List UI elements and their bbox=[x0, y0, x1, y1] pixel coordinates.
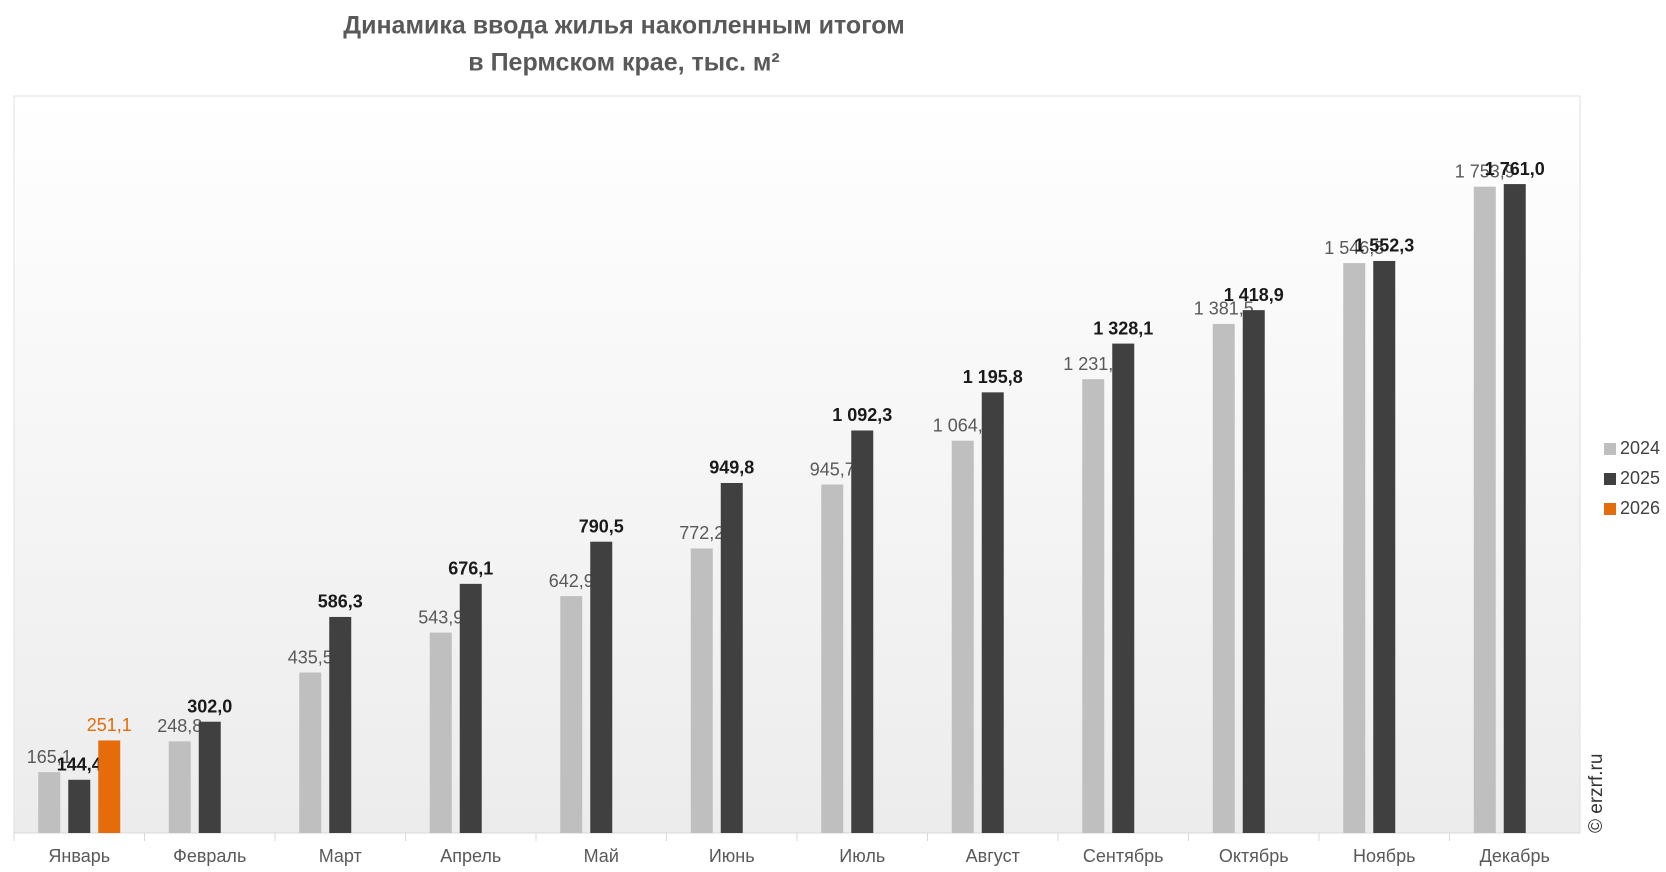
x-tick-label: Февраль bbox=[173, 846, 246, 866]
bar bbox=[720, 482, 743, 833]
data-label: 1 418,9 bbox=[1224, 285, 1284, 305]
chart-title: Динамика ввода жилья накопленным итогом bbox=[343, 12, 904, 40]
x-tick-label: Ноябрь bbox=[1353, 846, 1415, 866]
legend-swatch bbox=[1604, 503, 1616, 515]
bar bbox=[299, 672, 322, 833]
data-label: 251,1 bbox=[87, 715, 132, 735]
data-label: 144,4 bbox=[57, 755, 102, 775]
bar bbox=[590, 541, 613, 833]
x-tick-label: Май bbox=[584, 846, 619, 866]
chart-subtitle: в Пермском крае, тыс. м² bbox=[468, 49, 779, 77]
data-label: 1 328,1 bbox=[1093, 318, 1153, 338]
bar bbox=[560, 596, 583, 833]
data-label: 1 064,5 bbox=[933, 415, 993, 435]
x-tick-label: Март bbox=[319, 846, 362, 866]
bar bbox=[1112, 343, 1135, 833]
data-label: 1 092,3 bbox=[832, 405, 892, 425]
bar bbox=[198, 721, 221, 833]
legend-label: 2024 bbox=[1620, 438, 1660, 458]
bar bbox=[98, 740, 121, 833]
bar bbox=[1503, 184, 1526, 833]
x-tick-label: Январь bbox=[48, 846, 110, 866]
data-label: 1 381,5 bbox=[1194, 299, 1254, 319]
x-tick-label: Август bbox=[966, 846, 1020, 866]
legend-swatch bbox=[1604, 443, 1616, 455]
data-label: 302,0 bbox=[187, 696, 232, 716]
legend-swatch bbox=[1604, 473, 1616, 485]
watermark: © erzrf.ru bbox=[1586, 754, 1607, 833]
plot-area bbox=[13, 95, 1581, 834]
data-label: 586,3 bbox=[318, 592, 363, 612]
bar bbox=[951, 440, 974, 833]
data-label: 1 546,5 bbox=[1324, 238, 1384, 258]
data-label: 642,9 bbox=[549, 571, 594, 591]
data-label: 1 231,5 bbox=[1063, 354, 1123, 374]
bar bbox=[168, 741, 191, 833]
x-tick-label: Сентябрь bbox=[1083, 846, 1164, 866]
bar bbox=[38, 772, 61, 833]
bar bbox=[1082, 379, 1105, 833]
bar bbox=[1212, 323, 1235, 833]
bar bbox=[1373, 260, 1396, 834]
bar bbox=[429, 632, 452, 833]
x-tick-label: Июль bbox=[839, 846, 885, 866]
data-label: 1 552,3 bbox=[1354, 236, 1414, 256]
data-label: 1 761,0 bbox=[1485, 159, 1545, 179]
legend-label: 2026 bbox=[1620, 498, 1660, 518]
bar bbox=[851, 430, 874, 833]
bar bbox=[981, 392, 1004, 833]
data-label: 435,5 bbox=[288, 647, 333, 667]
bar bbox=[459, 583, 482, 833]
data-label: 543,9 bbox=[418, 607, 463, 627]
bar bbox=[68, 779, 91, 833]
x-tick-label: Апрель bbox=[440, 846, 501, 866]
data-label: 676,1 bbox=[448, 559, 493, 579]
data-label: 248,8 bbox=[157, 716, 202, 736]
x-tick-label: Июнь bbox=[709, 846, 755, 866]
bar bbox=[821, 484, 844, 833]
data-label: 945,7 bbox=[810, 459, 855, 479]
data-label: 1 753,9 bbox=[1455, 161, 1515, 181]
x-tick-label: Декабрь bbox=[1480, 846, 1550, 866]
bar bbox=[690, 548, 713, 833]
data-label: 790,5 bbox=[579, 516, 624, 536]
legend-label: 2025 bbox=[1620, 468, 1660, 488]
data-label: 772,2 bbox=[679, 523, 724, 543]
data-label: 1 195,8 bbox=[963, 367, 1023, 387]
data-label: 949,8 bbox=[709, 458, 754, 478]
bar bbox=[1343, 263, 1366, 833]
x-tick-label: Октябрь bbox=[1219, 846, 1289, 866]
bar bbox=[1473, 186, 1496, 833]
bar bbox=[329, 616, 352, 833]
bar bbox=[1242, 310, 1265, 833]
data-label: 165,1 bbox=[27, 747, 72, 767]
